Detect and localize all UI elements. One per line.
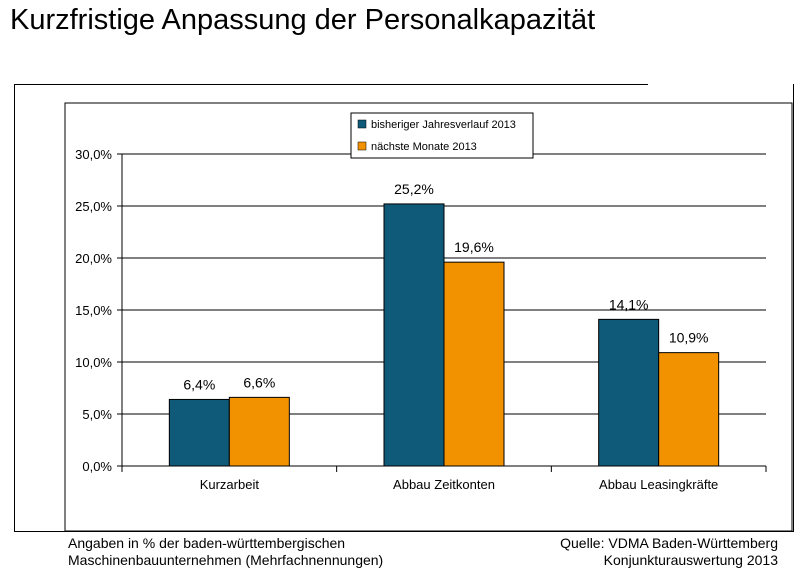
bar <box>443 261 505 467</box>
data-label: 14,1% <box>609 296 649 312</box>
bar <box>658 352 720 467</box>
x-tick-label: Kurzarbeit <box>200 477 260 492</box>
x-tick-label: Abbau Zeitkonten <box>393 477 495 492</box>
x-axis: Kurzarbeit Abbau Zeitkonten Abbau Leasingk… <box>121 465 767 492</box>
y-tick-label: 25,0% <box>75 199 112 214</box>
footnote-source-line2: Konjunkturauswertung 2013 <box>603 552 778 568</box>
y-tick-label: 0,0% <box>82 459 112 474</box>
y-tick-label: 5,0% <box>82 407 112 422</box>
footnote-left: Angaben in % der baden-württembergischen… <box>68 535 383 569</box>
title-divider <box>14 84 648 85</box>
y-tick-label: 15,0% <box>75 303 112 318</box>
data-label: 6,4% <box>183 376 215 392</box>
footnote-left-line1: Angaben in % der baden-württembergischen <box>68 535 346 551</box>
data-label: 6,6% <box>243 374 275 390</box>
y-tick-label: 10,0% <box>75 355 112 370</box>
bar <box>168 398 230 467</box>
y-axis: 0,0% 5,0% 10,0% 15,0% 20,0% 25,0% 30,0% <box>75 147 123 474</box>
footnote-left-line2: Maschinenbauunternehmen (Mehrfachnennung… <box>68 552 384 568</box>
bars: 6,4% 6,6% 25,2% 19,6% 14,1% 10,9% <box>168 181 720 467</box>
legend-label: nächste Monate 2013 <box>371 141 477 153</box>
y-tick-label: 20,0% <box>75 251 112 266</box>
bar <box>383 203 445 467</box>
footnote-source-line1: Quelle: VDMA Baden-Württemberg <box>560 535 778 551</box>
page-title: Kurzfristige Anpassung der Personalkapaz… <box>10 4 596 36</box>
footnote-source: Quelle: VDMA Baden-Württemberg Konjunktu… <box>560 535 778 569</box>
data-label: 19,6% <box>454 239 494 255</box>
legend-box <box>350 112 534 159</box>
bar <box>228 396 290 467</box>
legend-swatch <box>357 141 367 151</box>
legend: bisheriger Jahresverlauf 2013 nächste Mon… <box>350 112 534 159</box>
x-tick-label: Abbau Leasingkräfte <box>599 477 718 492</box>
legend-swatch <box>357 119 367 129</box>
plot-area-border <box>64 102 793 532</box>
bar <box>598 318 660 467</box>
y-tick-label: 30,0% <box>75 147 112 162</box>
data-label: 10,9% <box>669 330 709 346</box>
legend-label: bisheriger Jahresverlauf 2013 <box>371 119 516 131</box>
data-label: 25,2% <box>394 181 434 197</box>
